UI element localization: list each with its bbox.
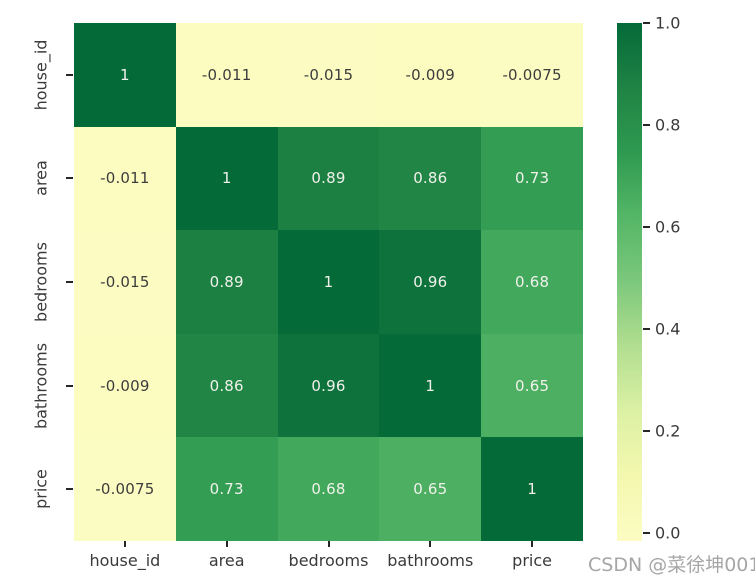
colorbar-tick-label: 0.8	[655, 115, 681, 135]
heatmap-cell: 0.68	[277, 437, 380, 541]
colorbar-tick-mark	[643, 226, 650, 229]
x-tick-mark	[429, 541, 432, 547]
x-tick-label: bathrooms	[387, 551, 474, 570]
colorbar	[617, 23, 642, 541]
heatmap-cell: 0.96	[277, 333, 380, 438]
x-tick-mark	[225, 541, 228, 547]
heatmap-cell: 0.65	[379, 437, 482, 541]
colorbar-tick-mark	[643, 328, 650, 331]
colorbar-tick-label: 1.0	[655, 13, 681, 33]
y-tick-mark	[66, 177, 73, 180]
heatmap-cell: 1	[277, 230, 380, 334]
heatmap-cell: 0.86	[379, 126, 482, 231]
heatmap-cell: 1	[481, 437, 583, 541]
x-tick-mark	[531, 541, 534, 547]
heatmap-cell: 0.89	[175, 230, 278, 334]
colorbar-tick-label: 0.4	[655, 319, 681, 339]
heatmap-cell: -0.011	[175, 23, 278, 127]
heatmap-cell: 0.68	[481, 230, 583, 334]
x-tick-label: price	[512, 551, 553, 570]
y-tick-label: area	[31, 160, 51, 197]
heatmap-cell: 0.86	[175, 333, 278, 438]
x-tick-mark	[123, 541, 126, 547]
y-tick-mark	[66, 384, 73, 387]
heatmap-cell: 1	[175, 126, 278, 231]
y-tick-label: price	[31, 469, 51, 510]
colorbar-tick-mark	[643, 124, 650, 127]
heatmap-cell: 0.96	[379, 230, 482, 334]
colorbar-tick-label: 0.0	[655, 523, 681, 543]
heatmap-cell: 0.65	[481, 333, 583, 438]
heatmap-cell: -0.015	[74, 230, 176, 334]
heatmap-cell: 0.73	[175, 437, 278, 541]
y-tick-label: bathrooms	[31, 342, 51, 429]
colorbar-tick-mark	[643, 532, 650, 535]
y-tick-label: house_id	[31, 39, 51, 111]
heatmap: 1 -0.011 -0.015 -0.009 -0.0075 -0.011 1 0.89 0.8…	[74, 23, 583, 541]
watermark: CSDN @菜徐坤001	[588, 554, 755, 576]
y-tick-mark	[66, 488, 73, 491]
heatmap-cell: -0.009	[74, 333, 176, 438]
heatmap-cell: 1	[379, 333, 482, 438]
x-tick-label: bedrooms	[288, 551, 369, 570]
heatmap-cell: 0.73	[481, 126, 583, 231]
heatmap-cell: -0.0075	[74, 437, 176, 541]
heatmap-cell: -0.009	[379, 23, 482, 127]
y-tick-mark	[66, 281, 73, 283]
heatmap-cell: 0.89	[277, 126, 380, 231]
colorbar-tick-label: 0.2	[655, 421, 681, 441]
x-tick-mark	[327, 541, 330, 547]
colorbar-tick-mark	[643, 22, 650, 24]
y-tick-mark	[66, 73, 73, 76]
heatmap-cell: 1	[74, 23, 176, 127]
heatmap-cell: -0.0075	[481, 23, 583, 127]
x-tick-label: house_id	[89, 551, 161, 570]
y-tick-label: bedrooms	[31, 242, 51, 322]
heatmap-cell: -0.015	[277, 23, 380, 127]
heatmap-cell: -0.011	[74, 126, 176, 231]
x-tick-label: area	[208, 551, 245, 570]
colorbar-tick-mark	[643, 430, 650, 433]
colorbar-tick-label: 0.6	[655, 217, 681, 237]
